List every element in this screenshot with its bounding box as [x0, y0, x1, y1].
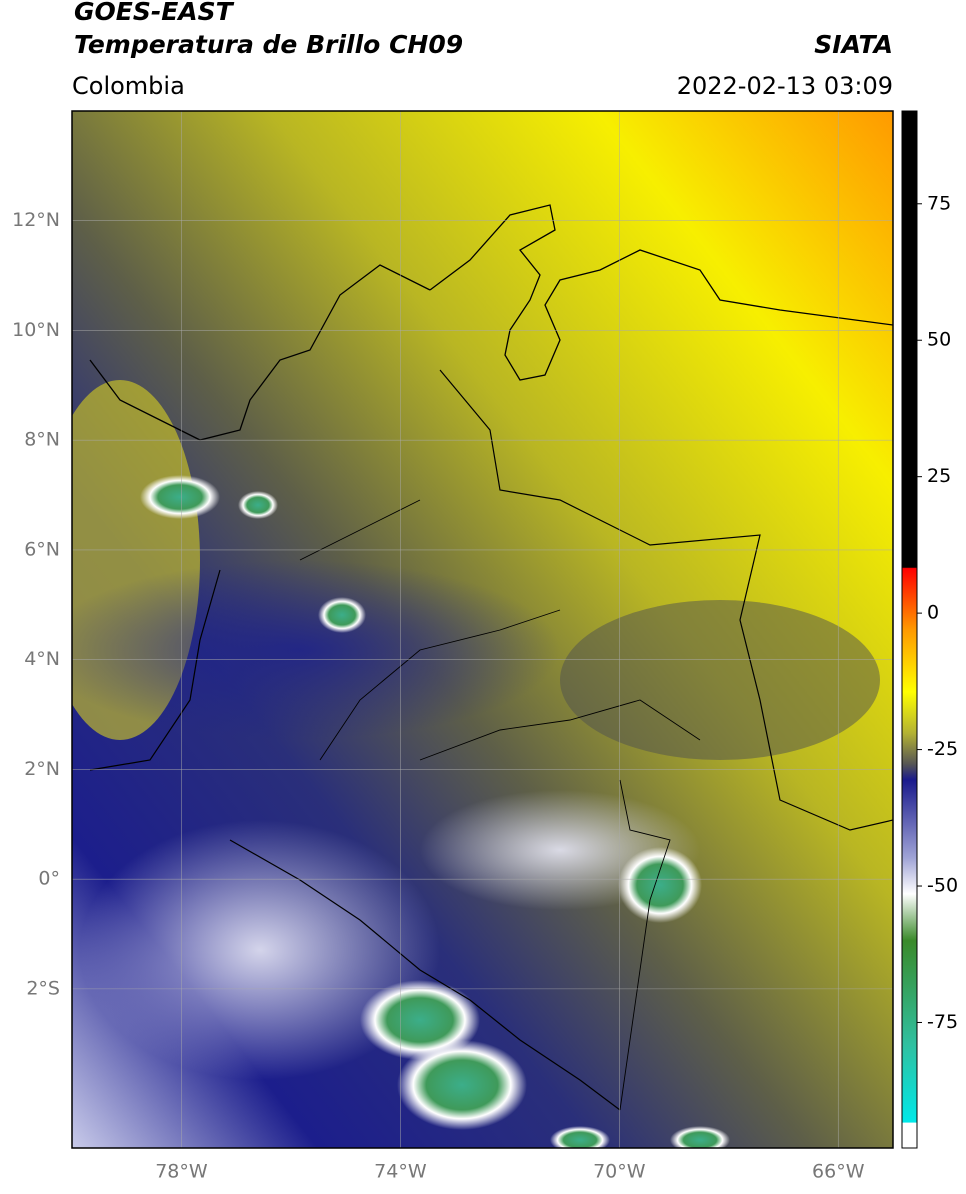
- lon-tick-label: 66°W: [812, 1161, 865, 1183]
- colorbar-tick-label: -50: [927, 875, 958, 897]
- datetime-title: 2022-02-13 03:09: [677, 72, 893, 100]
- satellite-title: GOES-EAST: [74, 0, 235, 26]
- colorbar-tick-label: 0: [927, 602, 939, 624]
- lon-tick-label: 70°W: [593, 1161, 646, 1183]
- lon-tick-label: 74°W: [374, 1161, 427, 1183]
- lat-tick-label: 2°S: [26, 977, 60, 999]
- region-title: Colombia: [72, 72, 185, 100]
- lat-tick-label: 0°: [38, 868, 60, 890]
- colorbar-tick-label: -75: [927, 1011, 958, 1033]
- lat-tick-label: 2°N: [24, 758, 60, 780]
- colorbar: [901, 110, 918, 1149]
- lat-tick-label: 12°N: [12, 209, 60, 231]
- map-frame: [71, 110, 894, 1149]
- lat-tick-label: 4°N: [24, 648, 60, 670]
- product-title: Temperatura de Brillo CH09: [74, 30, 463, 59]
- lon-tick-label: 78°W: [155, 1161, 208, 1183]
- colorbar-tick-label: 25: [927, 465, 951, 487]
- lat-tick-label: 8°N: [24, 429, 60, 451]
- colorbar-tick-label: 75: [927, 192, 951, 214]
- source-title: SIATA: [814, 30, 893, 59]
- colorbar-tick-label: -25: [927, 738, 958, 760]
- lat-tick-label: 6°N: [24, 538, 60, 560]
- imagery: [72, 111, 893, 1148]
- graticule: [72, 111, 893, 1148]
- colorbar-tick-label: 50: [927, 329, 951, 351]
- lat-tick-label: 10°N: [12, 319, 60, 341]
